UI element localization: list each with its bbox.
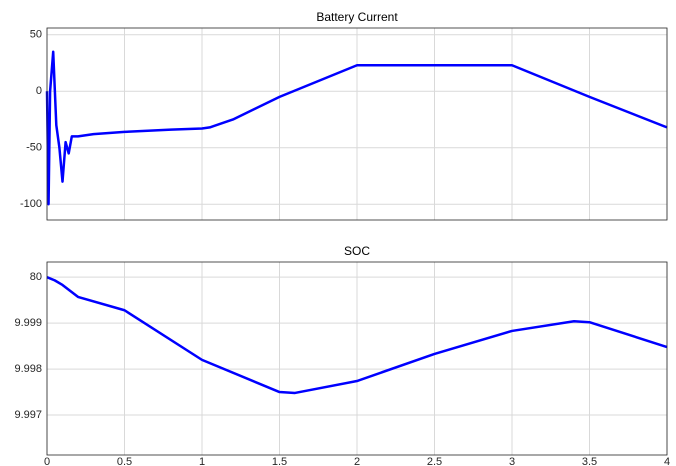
y-tick-label: 9.999 xyxy=(14,317,42,329)
y-tick-label: 9.997 xyxy=(14,409,42,421)
y-tick-label: -50 xyxy=(26,142,42,154)
y-tick-label: 80 xyxy=(30,271,42,283)
y-tick-label: 9.998 xyxy=(14,363,42,375)
chart-title: SOC xyxy=(344,244,370,258)
x-tick-label: 4 xyxy=(664,456,670,466)
y-tick-label: -100 xyxy=(20,198,42,210)
x-tick-label: 3 xyxy=(509,456,515,466)
x-tick-label: 0 xyxy=(44,456,50,466)
x-tick-label: 1.5 xyxy=(272,456,287,466)
x-tick-label: 3.5 xyxy=(582,456,597,466)
chart-title: Battery Current xyxy=(316,10,398,24)
axes-box xyxy=(46,27,668,221)
x-tick-label: 2 xyxy=(354,456,360,466)
x-tick-label: 2.5 xyxy=(427,456,442,466)
data-line xyxy=(46,276,668,395)
data-line xyxy=(45,50,668,206)
x-tick-label: 0.5 xyxy=(117,456,132,466)
axes-box xyxy=(46,261,668,456)
x-tick-label: 1 xyxy=(199,456,205,466)
y-tick-label: 50 xyxy=(30,29,42,41)
y-tick-label: 0 xyxy=(36,85,42,97)
